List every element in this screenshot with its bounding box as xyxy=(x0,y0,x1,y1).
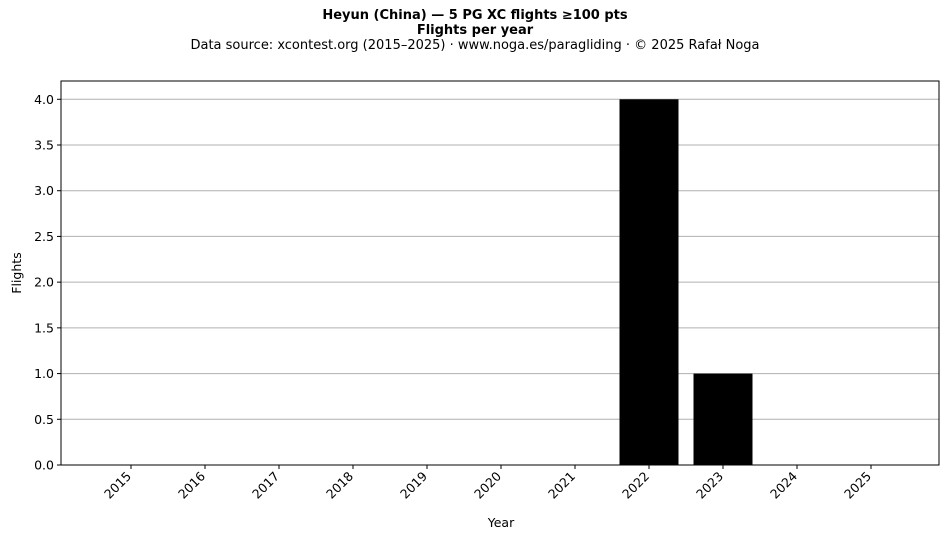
x-tick-label: 2024 xyxy=(767,468,800,501)
y-tick-label: 2.5 xyxy=(34,229,54,244)
x-tick-label: 2022 xyxy=(619,469,652,502)
y-tick-label: 4.0 xyxy=(34,92,54,107)
y-tick-label: 1.0 xyxy=(34,366,54,381)
y-tick-label: 2.0 xyxy=(34,275,54,290)
y-tick-label: 3.0 xyxy=(34,183,54,198)
x-tick-label: 2019 xyxy=(397,468,430,501)
chart-title: Heyun (China) — 5 PG XC flights ≥100 pts xyxy=(322,8,628,23)
y-tick-label: 3.5 xyxy=(34,138,54,153)
plot-frame xyxy=(60,80,940,466)
bar-2023 xyxy=(693,373,753,465)
x-axis-label: Year xyxy=(487,515,515,530)
chart-title-block: Heyun (China) — 5 PG XC flights ≥100 pts… xyxy=(0,8,950,54)
y-tick-label: 0.0 xyxy=(34,458,54,473)
chart-subtitle: Flights per year xyxy=(416,23,534,38)
x-tick-label: 2016 xyxy=(175,468,208,501)
x-tick-label: 2017 xyxy=(249,469,282,502)
x-tick-label: 2025 xyxy=(841,469,874,502)
x-tick-label: 2020 xyxy=(471,468,504,501)
x-tick-label: 2018 xyxy=(323,468,356,501)
x-tick-label: 2023 xyxy=(693,469,726,502)
y-axis-label: Flights xyxy=(9,252,24,293)
bar-layer xyxy=(619,99,753,466)
grid-layer xyxy=(61,98,939,466)
chart-caption: Data source: xcontest.org (2015–2025) · … xyxy=(190,38,760,53)
x-tick-label: 2021 xyxy=(545,469,578,502)
y-tick-label: 1.5 xyxy=(34,320,54,335)
y-tick-label: 0.5 xyxy=(34,412,54,427)
bar-2022 xyxy=(619,99,679,466)
x-tick-label: 2015 xyxy=(101,469,134,502)
